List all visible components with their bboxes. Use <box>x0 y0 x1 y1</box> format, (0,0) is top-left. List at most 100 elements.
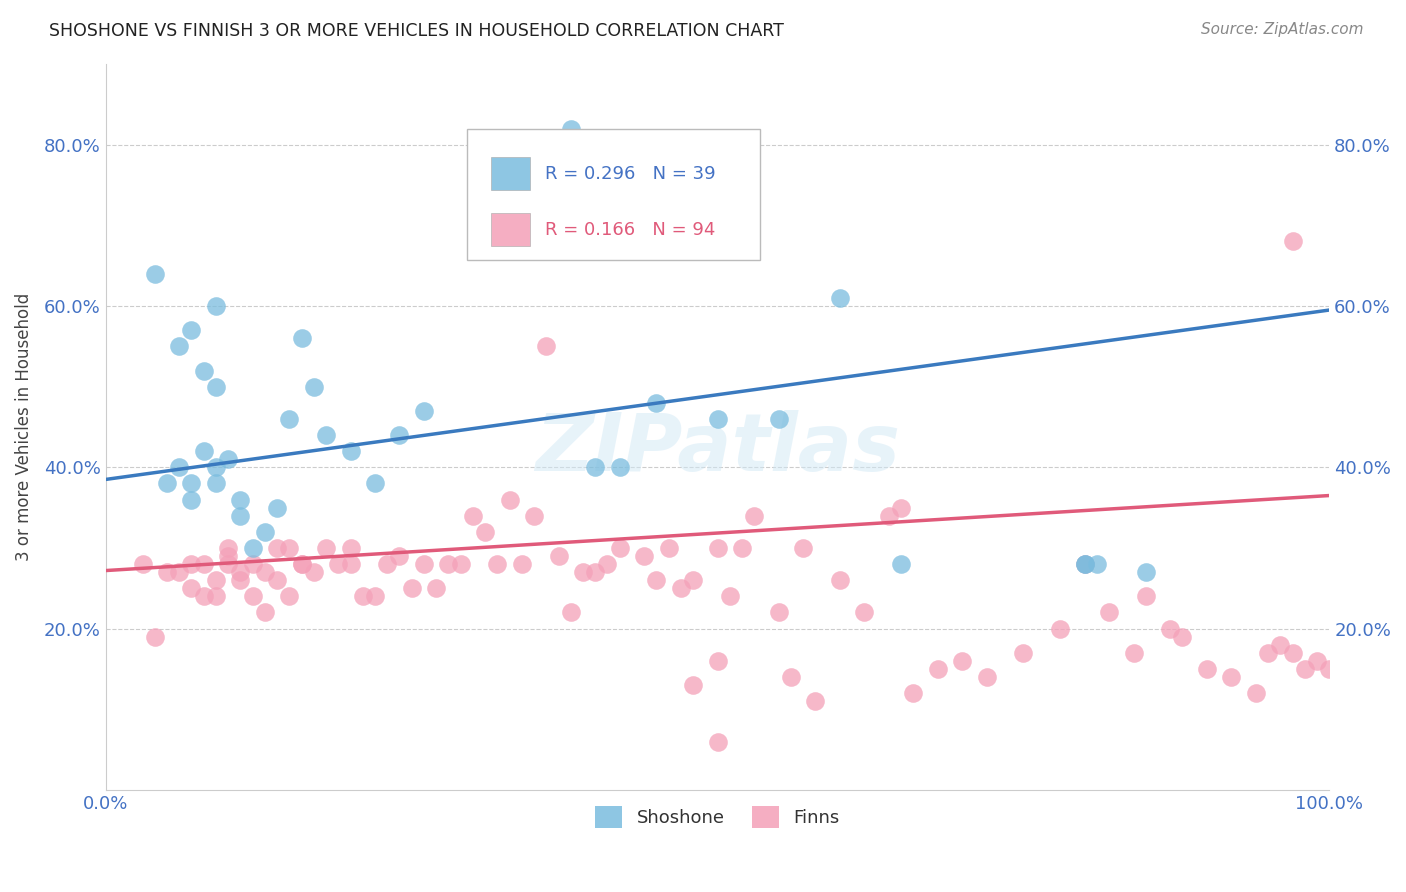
Point <box>1135 590 1157 604</box>
Point <box>193 557 215 571</box>
Point <box>706 412 728 426</box>
Point <box>633 549 655 563</box>
Point <box>180 476 202 491</box>
Point <box>205 476 228 491</box>
Point <box>560 121 582 136</box>
Point <box>1257 646 1279 660</box>
Point <box>547 549 569 563</box>
Text: Source: ZipAtlas.com: Source: ZipAtlas.com <box>1201 22 1364 37</box>
Point <box>167 565 190 579</box>
Point <box>768 606 790 620</box>
Point <box>266 541 288 555</box>
Legend: Shoshone, Finns: Shoshone, Finns <box>588 799 846 835</box>
Point <box>339 444 361 458</box>
Point <box>1306 654 1329 668</box>
Point <box>768 412 790 426</box>
Point <box>1195 662 1218 676</box>
Point <box>682 678 704 692</box>
Point <box>205 590 228 604</box>
Point <box>950 654 973 668</box>
Point <box>413 404 436 418</box>
Point <box>266 500 288 515</box>
Y-axis label: 3 or more Vehicles in Household: 3 or more Vehicles in Household <box>15 293 32 561</box>
Point <box>388 549 411 563</box>
Point <box>1012 646 1035 660</box>
Point <box>1244 686 1267 700</box>
Point <box>364 476 387 491</box>
FancyBboxPatch shape <box>491 213 530 246</box>
Point <box>1049 622 1071 636</box>
Point <box>853 606 876 620</box>
Point <box>205 460 228 475</box>
Point <box>131 557 153 571</box>
Point <box>461 508 484 523</box>
Point <box>375 557 398 571</box>
Point <box>352 590 374 604</box>
Point <box>780 670 803 684</box>
FancyBboxPatch shape <box>467 129 761 260</box>
Point <box>315 541 337 555</box>
Point <box>425 582 447 596</box>
Point <box>596 557 619 571</box>
Point <box>1281 235 1303 249</box>
Point <box>976 670 998 684</box>
Point <box>401 582 423 596</box>
Point <box>302 565 325 579</box>
Point <box>486 557 509 571</box>
Point <box>217 557 239 571</box>
Point <box>523 508 546 523</box>
Point <box>205 299 228 313</box>
Point <box>266 573 288 587</box>
Point <box>645 573 668 587</box>
Point <box>180 557 202 571</box>
Point <box>180 582 202 596</box>
Point <box>572 565 595 579</box>
Point <box>291 331 314 345</box>
Point <box>143 267 166 281</box>
Point <box>498 492 520 507</box>
Point <box>388 428 411 442</box>
Point <box>828 291 851 305</box>
Point <box>1085 557 1108 571</box>
Point <box>731 541 754 555</box>
Point <box>1281 646 1303 660</box>
Point <box>742 508 765 523</box>
Point <box>1098 606 1121 620</box>
Point <box>291 557 314 571</box>
Point <box>536 339 558 353</box>
Point <box>180 492 202 507</box>
Point <box>792 541 814 555</box>
Point <box>242 541 264 555</box>
Point <box>1135 565 1157 579</box>
Point <box>278 412 301 426</box>
Point <box>1073 557 1095 571</box>
Point <box>193 444 215 458</box>
Point <box>645 396 668 410</box>
Point <box>229 565 252 579</box>
Text: R = 0.166   N = 94: R = 0.166 N = 94 <box>546 220 716 238</box>
Point <box>927 662 949 676</box>
Point <box>669 582 692 596</box>
Point <box>583 460 606 475</box>
Point <box>1317 662 1340 676</box>
Point <box>1073 557 1095 571</box>
Point <box>364 590 387 604</box>
Point <box>1073 557 1095 571</box>
Point <box>253 565 276 579</box>
Text: SHOSHONE VS FINNISH 3 OR MORE VEHICLES IN HOUSEHOLD CORRELATION CHART: SHOSHONE VS FINNISH 3 OR MORE VEHICLES I… <box>49 22 785 40</box>
Point <box>217 541 239 555</box>
Point <box>1159 622 1181 636</box>
Point <box>658 541 681 555</box>
Point <box>143 630 166 644</box>
Point <box>180 323 202 337</box>
Point <box>609 541 631 555</box>
Point <box>217 452 239 467</box>
Text: R = 0.296   N = 39: R = 0.296 N = 39 <box>546 165 716 183</box>
Text: ZIPatlas: ZIPatlas <box>536 409 900 488</box>
Point <box>1294 662 1316 676</box>
Point <box>1122 646 1144 660</box>
Point <box>278 590 301 604</box>
Point <box>903 686 925 700</box>
Point <box>706 734 728 748</box>
Point <box>291 557 314 571</box>
